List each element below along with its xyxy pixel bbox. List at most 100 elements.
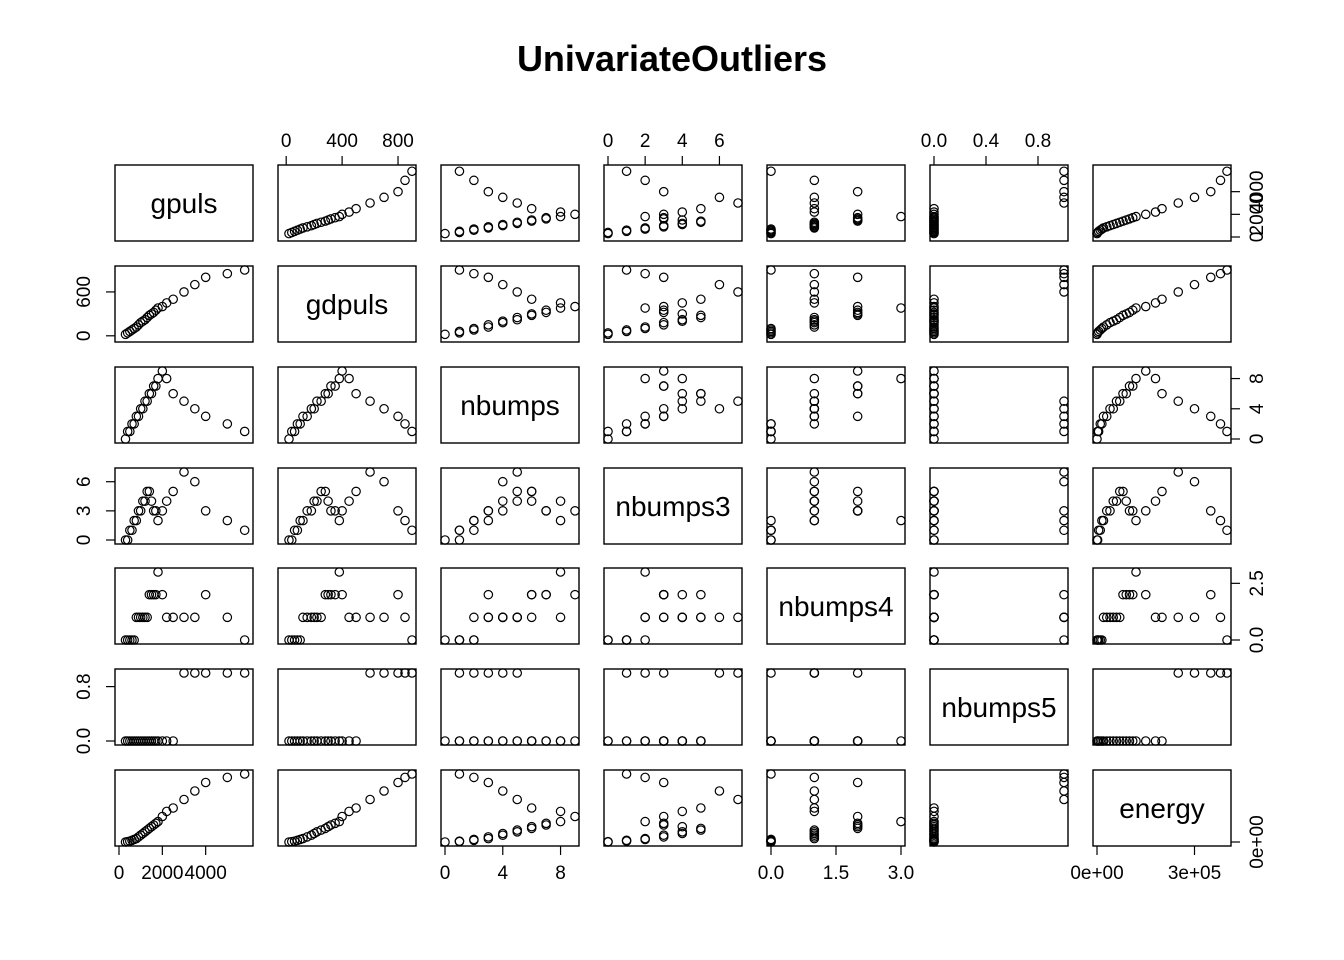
data-point (1205, 506, 1216, 516)
data-point (168, 388, 178, 399)
data-point (379, 612, 389, 623)
data-point (334, 211, 345, 222)
panel-gpuls-vs-nbumps (440, 164, 580, 242)
panel-frame (1092, 567, 1232, 645)
data-point (929, 589, 939, 600)
data-point (312, 496, 322, 506)
data-point (1140, 589, 1151, 600)
panel-frame (603, 769, 743, 847)
data-point (1092, 434, 1102, 444)
data-point (658, 811, 669, 822)
data-point (929, 515, 939, 526)
panel-frame (440, 567, 580, 645)
panel-frame (603, 366, 743, 444)
panel-nbumps5-vs-gdpuls (277, 668, 417, 746)
data-point (222, 772, 233, 783)
data-point (365, 612, 375, 623)
data-point (714, 192, 725, 203)
data-point (200, 411, 211, 422)
data-point (1111, 736, 1122, 746)
data-point (512, 467, 523, 477)
data-point (151, 506, 161, 516)
data-point (1059, 419, 1069, 429)
data-point (1111, 496, 1122, 506)
data-point (440, 228, 450, 239)
data-point (512, 496, 523, 506)
data-point (1205, 589, 1216, 600)
data-point (570, 736, 580, 746)
data-point (621, 769, 632, 779)
data-point (677, 821, 688, 832)
data-point (852, 777, 863, 788)
data-point (677, 207, 688, 217)
data-point (168, 612, 178, 623)
data-point (852, 381, 863, 391)
tick-label: 0 (74, 535, 95, 546)
data-point (640, 211, 650, 222)
data-point (621, 166, 632, 177)
data-point (541, 506, 551, 516)
data-point (454, 668, 465, 678)
data-point (929, 298, 939, 308)
data-point (157, 811, 168, 822)
data-point (929, 567, 939, 577)
data-point (809, 217, 820, 228)
data-point (469, 515, 479, 526)
data-point (1189, 192, 1200, 203)
data-point (929, 411, 939, 422)
panel-nbumps5-vs-nbumps3 (603, 668, 743, 746)
data-point (766, 419, 776, 429)
data-point (469, 635, 479, 645)
data-point (1095, 525, 1106, 536)
data-point (379, 403, 389, 414)
data-point (512, 312, 523, 323)
data-point (1108, 736, 1119, 746)
data-point (190, 476, 200, 487)
data-point (1118, 388, 1128, 399)
data-point (334, 736, 345, 746)
panel-nbumps4-vs-nbumps4: nbumps4 (766, 567, 906, 645)
data-point (929, 373, 939, 384)
data-point (1131, 515, 1141, 526)
tick-label: 3.0 (888, 863, 914, 884)
data-point (1114, 486, 1125, 497)
data-point (809, 312, 820, 323)
data-point (351, 736, 361, 746)
data-point (469, 268, 479, 279)
data-point (526, 821, 537, 832)
data-point (809, 806, 820, 817)
tick-label: 600 (74, 276, 95, 308)
data-point (483, 736, 494, 746)
data-point (1222, 166, 1232, 177)
data-point (393, 668, 403, 678)
tick-label: 0.4 (973, 131, 1000, 152)
data-point (326, 589, 336, 600)
panel-nbumps5-vs-nbumps (440, 668, 580, 746)
panel-frame (440, 164, 580, 242)
tick-label: 4 (1247, 403, 1268, 414)
data-point (497, 612, 508, 623)
data-point (483, 320, 494, 330)
data-point (1097, 635, 1107, 645)
data-point (454, 635, 465, 645)
panel-frame (929, 265, 1069, 343)
data-point (658, 736, 669, 746)
data-point (640, 175, 650, 186)
data-point (400, 515, 410, 526)
data-point (696, 310, 706, 321)
data-point (1131, 303, 1141, 313)
tick-label: 0 (440, 863, 451, 884)
data-point (316, 486, 326, 497)
panel-frame (277, 265, 417, 343)
data-point (440, 837, 450, 847)
data-point (1131, 567, 1141, 577)
panel-energy-vs-nbumps4 (766, 769, 906, 847)
data-point (1097, 419, 1107, 429)
data-point (483, 186, 494, 197)
data-point (400, 419, 410, 429)
data-point (1157, 203, 1167, 214)
data-point (1059, 403, 1069, 414)
panel-frame (1092, 769, 1232, 847)
data-point (603, 426, 613, 437)
data-point (640, 612, 650, 623)
